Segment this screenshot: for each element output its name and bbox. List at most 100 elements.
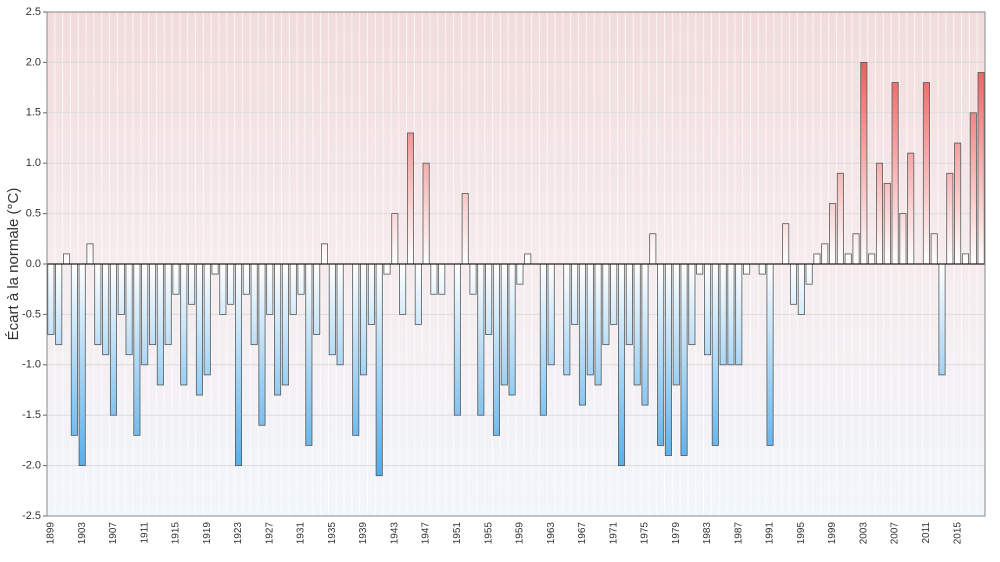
bar [469, 263, 477, 295]
bar [141, 263, 149, 366]
bar [63, 253, 71, 265]
bar [664, 263, 672, 456]
bar [954, 142, 962, 265]
bar [578, 263, 586, 406]
bar [969, 112, 977, 265]
bar [883, 182, 891, 265]
bar [805, 263, 813, 285]
x-tick-label: 1999 [827, 522, 838, 545]
x-tick-label: 1911 [139, 522, 150, 544]
bar [891, 82, 899, 265]
bar [852, 233, 860, 265]
bar [242, 263, 250, 295]
bar [477, 263, 485, 416]
x-tick-label: 1995 [796, 522, 807, 545]
bar [961, 253, 969, 265]
x-tick-label: 1975 [640, 522, 651, 545]
plot-border [46, 11, 986, 517]
bar [297, 263, 305, 295]
bar [797, 263, 805, 315]
bar [711, 263, 719, 446]
bar [563, 263, 571, 376]
bar [461, 193, 469, 265]
bar [922, 82, 930, 265]
bar [758, 263, 766, 275]
bar [688, 263, 696, 346]
bar [438, 263, 446, 295]
bar [938, 263, 946, 376]
bar [453, 263, 461, 416]
y-tick-label: -0.5 [22, 308, 41, 320]
x-tick-label: 1939 [358, 522, 369, 545]
bar [899, 213, 907, 265]
bar [305, 263, 313, 446]
x-tick-label: 1947 [421, 522, 432, 545]
bar [789, 263, 798, 305]
y-tick-label: -2.5 [22, 510, 41, 522]
x-tick-label: 2003 [858, 522, 869, 545]
bar [508, 263, 516, 396]
bar [813, 253, 821, 265]
x-tick-label: 1971 [608, 522, 619, 545]
x-tick-label: 1907 [108, 522, 119, 545]
bar [211, 263, 219, 275]
x-tick-label: 1991 [765, 522, 776, 545]
y-tick-label: 1.0 [26, 157, 41, 169]
y-tick-label: 0.0 [26, 258, 41, 270]
bar [399, 263, 407, 315]
bar [188, 263, 196, 305]
bar [657, 263, 665, 446]
y-tick-label: 0.5 [26, 208, 41, 220]
bar [766, 263, 774, 446]
bar [735, 263, 743, 366]
bar [492, 263, 500, 436]
y-tick-label: 2.5 [26, 6, 41, 18]
bar [227, 263, 235, 305]
bar [860, 62, 868, 265]
x-tick-label: 1935 [327, 522, 338, 545]
bar [625, 263, 633, 346]
bar [617, 263, 626, 467]
bar [977, 72, 985, 265]
y-tick-label: -1.5 [22, 409, 41, 421]
bar [907, 152, 915, 265]
bar [649, 233, 657, 265]
bar [102, 263, 110, 356]
bar [70, 263, 78, 436]
bar [946, 172, 954, 265]
bar [258, 263, 266, 426]
bar [641, 263, 649, 406]
bar [422, 162, 430, 265]
bar [516, 263, 524, 285]
bar [727, 263, 735, 366]
bar [172, 263, 180, 295]
bar [703, 263, 712, 356]
bar [47, 263, 55, 335]
x-tick-label: 1915 [171, 522, 182, 545]
bar [94, 263, 102, 346]
bar [383, 263, 391, 275]
bar [586, 263, 594, 376]
bar [875, 162, 884, 265]
x-tick-label: 1967 [577, 522, 588, 545]
bar [234, 263, 243, 467]
x-tick-label: 1903 [77, 522, 88, 545]
bar [367, 263, 375, 325]
bar [352, 263, 360, 436]
x-tick-label: 1979 [671, 522, 682, 545]
bar [633, 263, 641, 386]
bar [836, 172, 844, 265]
x-tick-label: 1899 [46, 522, 57, 545]
x-tick-label: 1951 [452, 522, 463, 545]
y-tick-label: -2.0 [22, 460, 41, 472]
bar [375, 263, 383, 477]
bar [55, 263, 63, 346]
bar [743, 263, 751, 275]
bar [524, 253, 532, 265]
bar [844, 253, 852, 265]
bar [430, 263, 438, 295]
bar [250, 263, 258, 346]
bar [539, 263, 547, 416]
bar [500, 263, 508, 386]
